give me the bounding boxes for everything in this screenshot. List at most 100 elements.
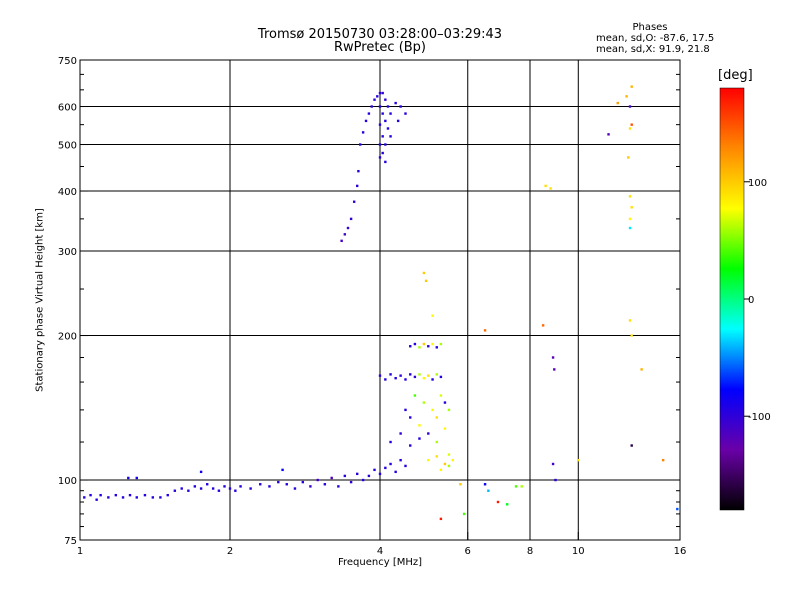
data-point <box>435 346 438 349</box>
data-point <box>127 476 130 480</box>
data-point <box>607 133 610 136</box>
data-point <box>228 487 232 490</box>
data-point <box>107 496 110 499</box>
data-point <box>135 496 138 499</box>
data-point <box>343 474 347 478</box>
data-point <box>447 453 451 456</box>
data-points <box>83 85 679 521</box>
data-point <box>249 487 252 490</box>
phases-o-stats: mean, sd,O: -87.6, 17.5 <box>596 33 715 44</box>
data-point <box>447 408 451 412</box>
y-axis-label: Stationary phase Virtual Height [km] <box>34 208 46 392</box>
y-tick-label: 75 <box>64 536 77 547</box>
x-tick-label: 2 <box>227 546 233 557</box>
data-point <box>554 478 557 482</box>
data-point <box>205 483 209 486</box>
colorbar-tick-label: -100 <box>748 412 771 423</box>
data-point <box>422 271 426 275</box>
data-point <box>418 437 421 440</box>
chart-title: Tromsø 20150730 03:28:00–03:29:43 <box>257 27 503 42</box>
data-point <box>370 105 373 108</box>
data-point <box>439 342 443 346</box>
data-point <box>381 91 384 95</box>
data-point <box>640 368 643 371</box>
data-point <box>361 131 365 134</box>
data-point <box>389 440 392 444</box>
phases-x-stats: mean, sd,X: 91.9, 21.8 <box>596 44 710 55</box>
data-point <box>577 458 580 462</box>
data-point <box>384 119 387 123</box>
colorbar-tick-label: 100 <box>748 178 767 189</box>
data-point <box>435 373 438 376</box>
data-point <box>89 493 92 497</box>
data-point <box>399 374 402 377</box>
data-point <box>447 464 451 468</box>
data-point <box>404 464 407 468</box>
data-point <box>551 356 555 359</box>
data-point <box>553 368 556 371</box>
data-point <box>381 112 384 115</box>
x-tick-label: 1 <box>77 546 83 557</box>
y-tick-label: 100 <box>58 476 77 487</box>
data-point <box>435 455 438 458</box>
data-point <box>99 493 102 497</box>
data-point <box>399 458 402 462</box>
data-point <box>630 444 633 447</box>
data-point <box>394 470 397 474</box>
data-point <box>409 416 412 419</box>
data-point <box>427 374 430 377</box>
data-point <box>378 105 382 108</box>
y-tick-label: 750 <box>58 56 77 67</box>
data-point <box>389 135 392 138</box>
data-point <box>376 95 379 98</box>
data-point <box>487 489 490 492</box>
data-point <box>378 374 382 377</box>
data-point <box>173 489 177 492</box>
data-point <box>394 376 397 380</box>
data-point <box>166 493 169 497</box>
data-point <box>193 485 197 488</box>
data-point <box>413 375 417 379</box>
data-point <box>199 487 203 490</box>
y-tick-label: 200 <box>58 332 77 343</box>
data-point <box>378 91 382 95</box>
data-point <box>431 408 434 412</box>
data-point <box>364 119 368 123</box>
data-point <box>361 478 365 482</box>
data-point <box>544 184 547 188</box>
data-point <box>459 483 462 486</box>
y-tick-label: 400 <box>58 187 77 198</box>
x-tick-label: 10 <box>572 546 585 557</box>
data-point <box>211 487 215 490</box>
data-point <box>451 458 455 462</box>
data-point <box>285 483 288 486</box>
data-point <box>630 334 633 337</box>
data-point <box>625 95 628 98</box>
data-point <box>187 489 190 492</box>
y-axis-ticks: 75 100 200 300 400 500 600 750 <box>58 56 680 547</box>
data-point <box>630 85 633 88</box>
data-point <box>628 195 632 198</box>
data-point <box>394 101 397 105</box>
data-point <box>259 483 262 486</box>
data-point <box>357 169 360 173</box>
data-point <box>628 105 632 108</box>
y-tick-label: 500 <box>58 141 77 152</box>
data-point <box>358 143 362 146</box>
data-point <box>427 432 430 435</box>
data-point <box>199 470 203 474</box>
data-point <box>413 394 417 397</box>
data-point <box>418 346 421 349</box>
data-point <box>630 123 633 126</box>
data-point <box>355 184 359 188</box>
data-point <box>384 378 387 381</box>
data-point <box>378 472 382 476</box>
data-point <box>520 485 523 488</box>
colorbar-ticks: 100 0 -100 <box>744 178 771 423</box>
data-point <box>409 373 412 376</box>
data-point <box>143 493 147 497</box>
data-point <box>378 123 382 126</box>
data-point <box>352 200 356 203</box>
data-point <box>384 160 387 164</box>
data-point <box>418 373 421 376</box>
